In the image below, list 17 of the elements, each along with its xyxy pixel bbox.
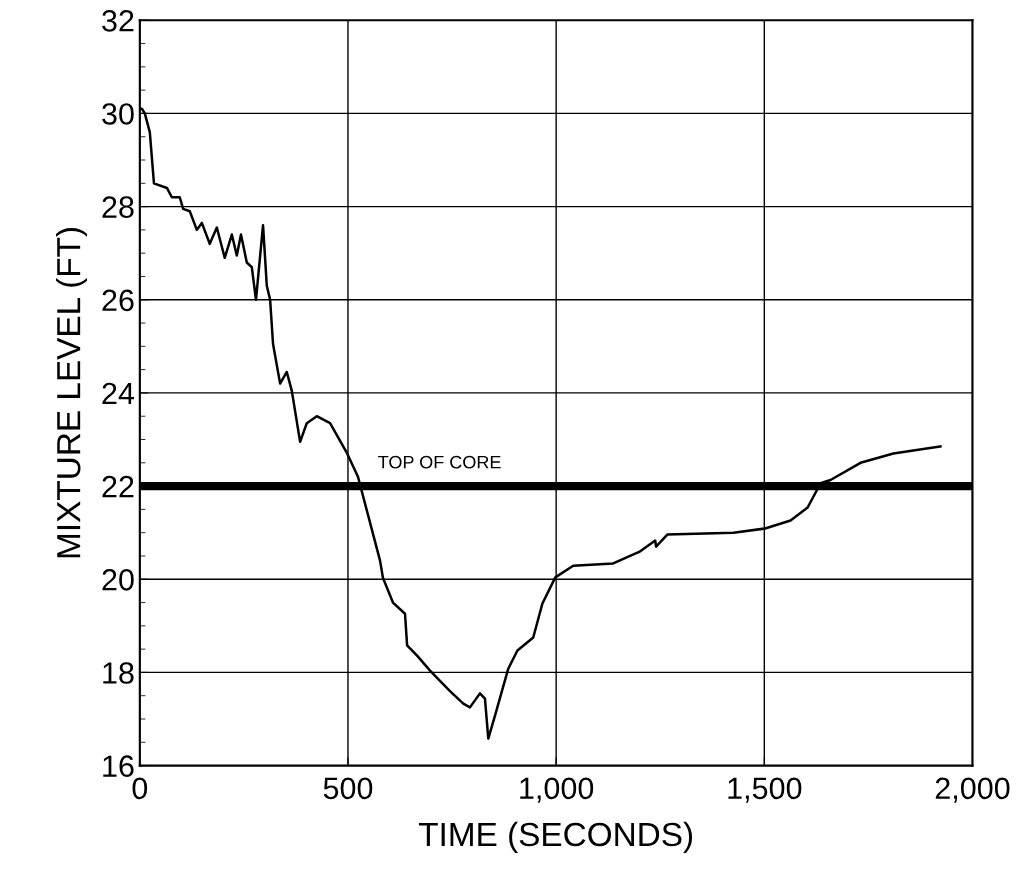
y-tick-label: 18 — [103, 662, 134, 684]
x-axis-title: TIME (SECONDS) — [418, 821, 693, 853]
x-tick-label: 2,000 — [935, 777, 1010, 803]
x-tick-label: 1,500 — [728, 777, 802, 803]
y-axis-title: MIXTURE LEVEL (FT) — [56, 228, 88, 558]
x-tick-label: 0 — [132, 777, 148, 800]
x-tick-label: 500 — [323, 777, 373, 800]
y-tick-label: 16 — [103, 755, 134, 777]
y-tick-label: 24 — [102, 382, 135, 404]
y-tick-label: 32 — [102, 10, 134, 32]
x-tick-label: 1,000 — [520, 777, 594, 803]
y-tick-label: 30 — [102, 103, 134, 125]
y-tick-label: 20 — [102, 568, 134, 591]
y-tick-label: 22 — [102, 475, 134, 498]
ref-line-label: TOP OF CORE — [378, 455, 501, 469]
y-tick-label: 28 — [102, 196, 134, 218]
y-tick-label: 26 — [102, 289, 134, 312]
